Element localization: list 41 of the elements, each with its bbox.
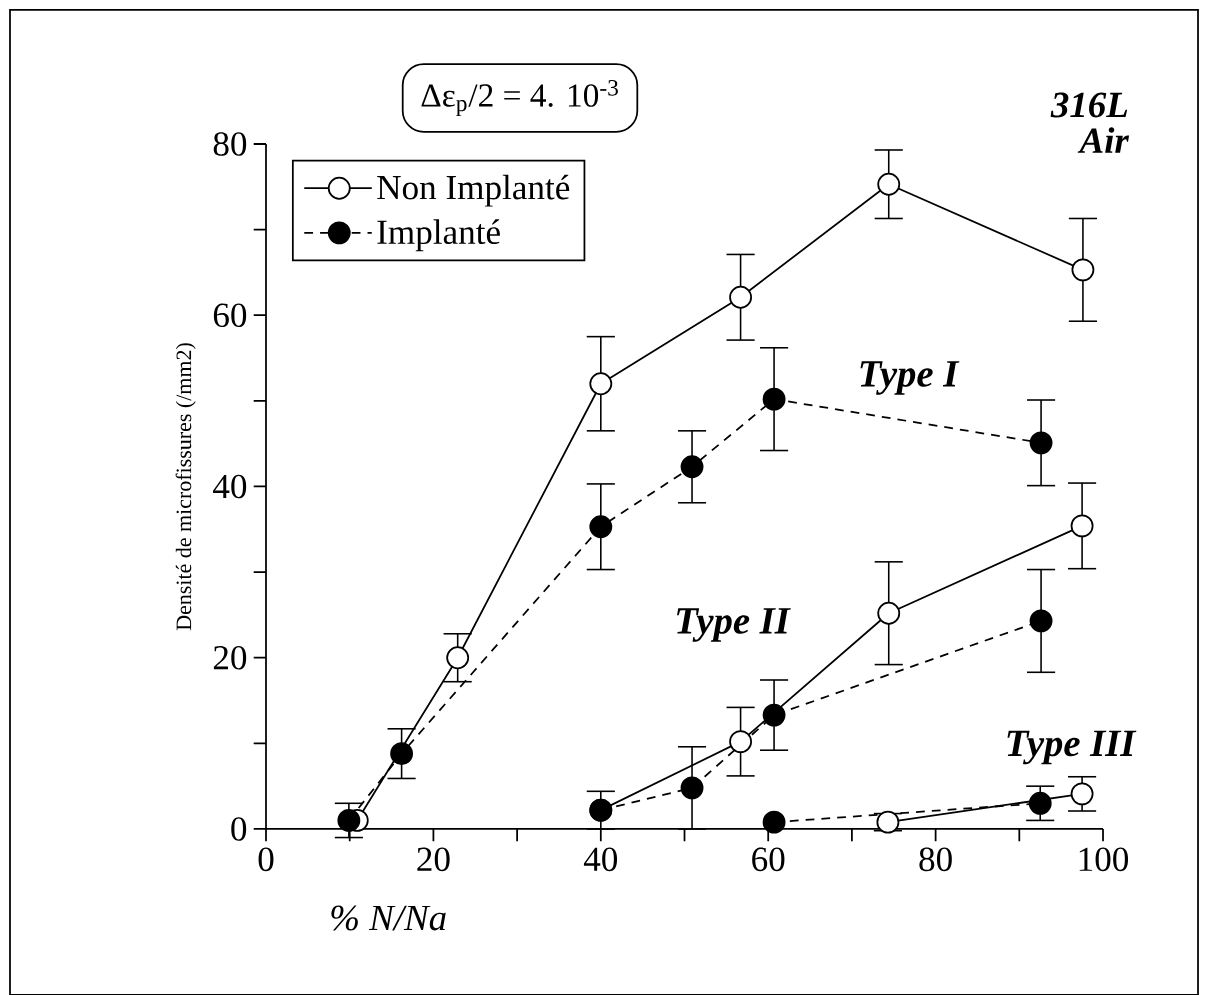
x-tick-label: 80 — [919, 847, 952, 872]
point — [1028, 791, 1052, 815]
text: 316L — [1050, 92, 1128, 118]
point — [762, 810, 786, 834]
text: Δε$_{p}$/2 = 4. 10$^{-3}$ — [421, 79, 618, 116]
y-tick-label: 0 — [231, 817, 247, 841]
annotation: Air — [1077, 127, 1130, 153]
point — [589, 372, 613, 396]
y-tick-label: 80 — [213, 132, 247, 156]
y-axis-title: Densité de microfissures (/mm2) — [175, 343, 196, 631]
point — [877, 601, 901, 625]
y-tick-label: 40 — [213, 474, 247, 499]
point — [390, 742, 414, 766]
point — [729, 285, 753, 309]
annotation: Type II — [677, 608, 791, 642]
annotation: Type III — [1007, 730, 1137, 765]
point — [446, 646, 470, 670]
point — [1071, 258, 1095, 282]
point — [1070, 782, 1094, 806]
point — [1029, 609, 1053, 633]
x-tick-label: 40 — [583, 847, 618, 872]
point — [762, 703, 786, 727]
point — [589, 515, 613, 539]
legend-label: Non Implanté — [377, 174, 570, 207]
x-axis-title: % N/Na — [331, 905, 446, 931]
point — [762, 387, 786, 411]
annotation: Type I — [860, 361, 960, 395]
y-tick-label: 60 — [213, 303, 247, 328]
point — [680, 455, 704, 479]
x-tick-label: 60 — [752, 847, 785, 872]
x-tick-label: 20 — [417, 847, 450, 872]
y-tick-label: 20 — [213, 645, 247, 670]
point — [1070, 514, 1094, 538]
point — [729, 730, 753, 754]
point — [877, 172, 901, 196]
point — [680, 776, 704, 800]
point — [1029, 431, 1053, 455]
legend-label: Implanté — [377, 219, 500, 252]
x-tick-label: 0 — [258, 847, 274, 872]
point — [337, 809, 361, 832]
x-tick-label: 100 — [1079, 847, 1129, 872]
